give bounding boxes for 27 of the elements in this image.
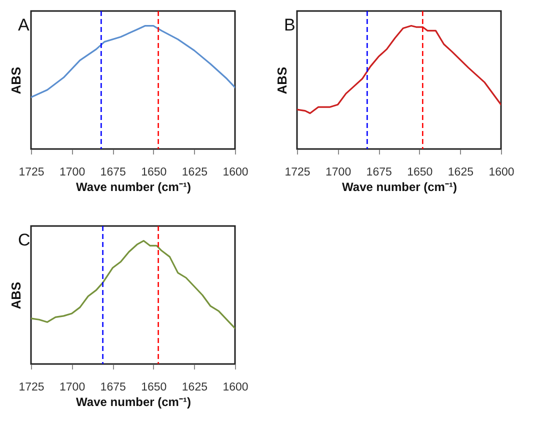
x-tick-label: 1650 xyxy=(141,166,167,178)
chart-title: B xyxy=(284,15,296,34)
y-axis-title: ABS xyxy=(8,281,24,310)
x-tick-label: 1600 xyxy=(222,166,248,178)
chart-title: C xyxy=(18,230,30,250)
x-tick-label: 1625 xyxy=(182,166,208,178)
x-tick-label: 1725 xyxy=(18,382,44,394)
x-tick-label: 1650 xyxy=(141,382,167,394)
x-tick-label: 1675 xyxy=(366,166,392,178)
x-axis-title: Wave number (cm⁻¹) xyxy=(342,180,457,194)
x-tick-label: 1600 xyxy=(222,382,248,394)
x-tick-label: 1700 xyxy=(326,166,352,178)
x-tick-label: 1625 xyxy=(182,382,208,394)
x-tick-label: 1650 xyxy=(407,166,433,178)
x-tick-label: 1700 xyxy=(60,382,86,394)
x-tick-label: 1725 xyxy=(284,166,310,178)
x-tick-label: 1725 xyxy=(18,166,44,178)
x-axis-title: Wave number (cm⁻¹) xyxy=(76,180,191,194)
x-tick-label: 1675 xyxy=(100,382,126,394)
x-tick-label: 1600 xyxy=(488,166,514,178)
y-axis-title: ABS xyxy=(8,66,24,94)
chart-title: A xyxy=(18,15,30,34)
x-tick-label: 1700 xyxy=(60,166,86,178)
y-axis-title: ABS xyxy=(274,66,290,94)
x-axis-title: Wave number (cm⁻¹) xyxy=(76,395,191,409)
x-tick-label: 1675 xyxy=(100,166,126,178)
x-tick-label: 1625 xyxy=(448,166,474,178)
